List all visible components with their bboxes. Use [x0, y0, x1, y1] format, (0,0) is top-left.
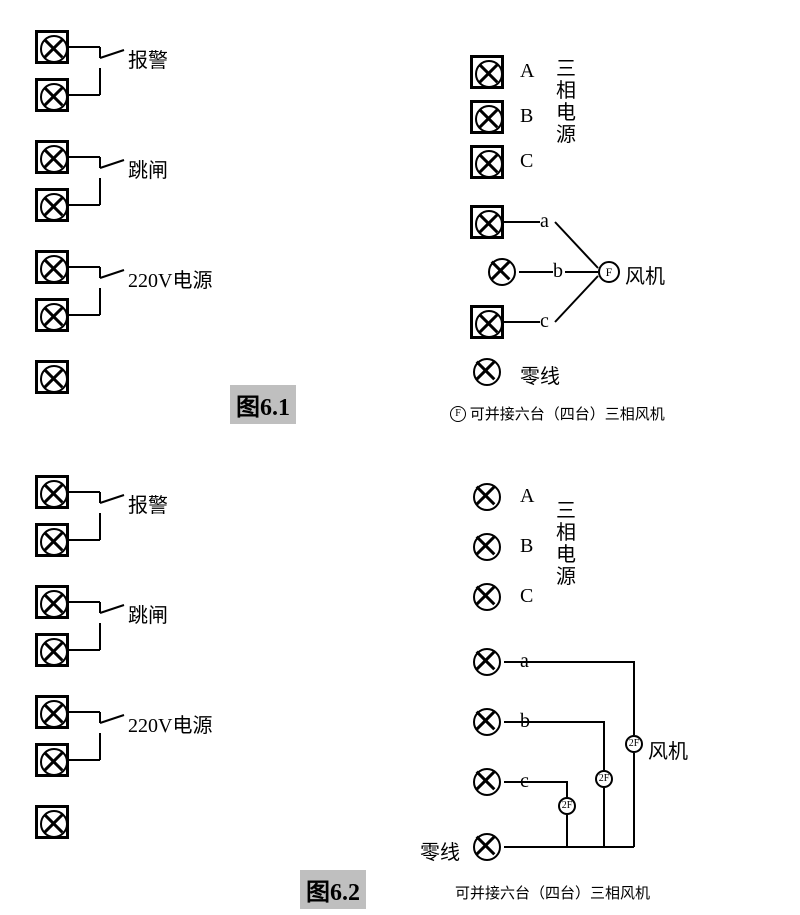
label-C-fig61: C [520, 150, 533, 173]
label-3phase-fig61: 三相电源 [555, 58, 577, 146]
terminal-trip-1-fig62 [35, 585, 69, 619]
terminal-alarm-2-fig61 [35, 78, 69, 112]
terminal-220v-1-fig62 [35, 695, 69, 729]
terminal-220v-2-fig61 [35, 298, 69, 332]
terminal-ground-fig61 [35, 360, 69, 394]
terminal-alarm-1-fig62 [35, 475, 69, 509]
terminal-alarm-1-fig61 [35, 30, 69, 64]
terminal-220v-1-fig61 [35, 250, 69, 284]
wiring-lines [0, 0, 800, 915]
terminal-A-fig61 [470, 55, 504, 89]
terminal-C-fig61 [470, 145, 504, 179]
label-alarm-fig61: 报警 [128, 44, 168, 73]
terminal-b-fig62 [470, 705, 504, 739]
terminal-A-fig62 [470, 480, 504, 514]
terminal-trip-2-fig61 [35, 188, 69, 222]
terminal-a-fig62 [470, 645, 504, 679]
label-220v-fig61: 220V电源 [128, 264, 212, 293]
label-A-fig62: A [520, 485, 534, 508]
terminal-a-fig61 [470, 205, 504, 239]
label-alarm-fig62: 报警 [128, 489, 168, 518]
label-B-fig62: B [520, 535, 533, 558]
figure-label-62: 图6.2 [300, 870, 366, 909]
ground-icon-fig61 [76, 365, 104, 391]
f-node-a-fig62: 2F [625, 735, 643, 753]
terminal-alarm-2-fig62 [35, 523, 69, 557]
note-fig61: F 可并接六台（四台）三相风机 [450, 403, 665, 424]
label-fan-fig61: 风机 [625, 260, 665, 289]
label-c-fig61: c [540, 310, 549, 333]
label-a-fig61: a [540, 210, 549, 233]
figure-label-61: 图6.1 [230, 385, 296, 424]
terminal-c-fig61 [470, 305, 504, 339]
terminal-220v-2-fig62 [35, 743, 69, 777]
ground-icon-fig62 [76, 810, 104, 836]
label-b-fig62: b [520, 710, 530, 733]
terminal-ground-fig62 [35, 805, 69, 839]
f-node-b-fig62: 2F [595, 770, 613, 788]
label-a-fig62: a [520, 650, 529, 673]
label-220v-fig62: 220V电源 [128, 709, 212, 738]
terminal-trip-2-fig62 [35, 633, 69, 667]
label-b-fig61: b [553, 260, 563, 283]
terminal-b-fig61 [485, 255, 519, 289]
label-C-fig62: C [520, 585, 533, 608]
label-B-fig61: B [520, 105, 533, 128]
terminal-c-fig62 [470, 765, 504, 799]
label-A-fig61: A [520, 60, 534, 83]
terminal-neutral-fig61 [470, 355, 504, 389]
terminal-C-fig62 [470, 580, 504, 614]
label-neutral-fig62: 零线 [420, 836, 460, 865]
label-3phase-fig62: 三相电源 [555, 500, 577, 588]
label-c-fig62: c [520, 770, 529, 793]
terminal-B-fig62 [470, 530, 504, 564]
label-neutral-fig61: 零线 [520, 360, 560, 389]
f-node-c-fig62: 2F [558, 797, 576, 815]
f-node-fig61: F [598, 261, 620, 283]
note-fig62: 可并接六台（四台）三相风机 [455, 882, 650, 903]
terminal-B-fig61 [470, 100, 504, 134]
label-trip-fig62: 跳闸 [128, 599, 168, 628]
label-trip-fig61: 跳闸 [128, 154, 168, 183]
label-fan-fig62: 风机 [648, 735, 688, 764]
terminal-neutral-fig62 [470, 830, 504, 864]
terminal-trip-1-fig61 [35, 140, 69, 174]
